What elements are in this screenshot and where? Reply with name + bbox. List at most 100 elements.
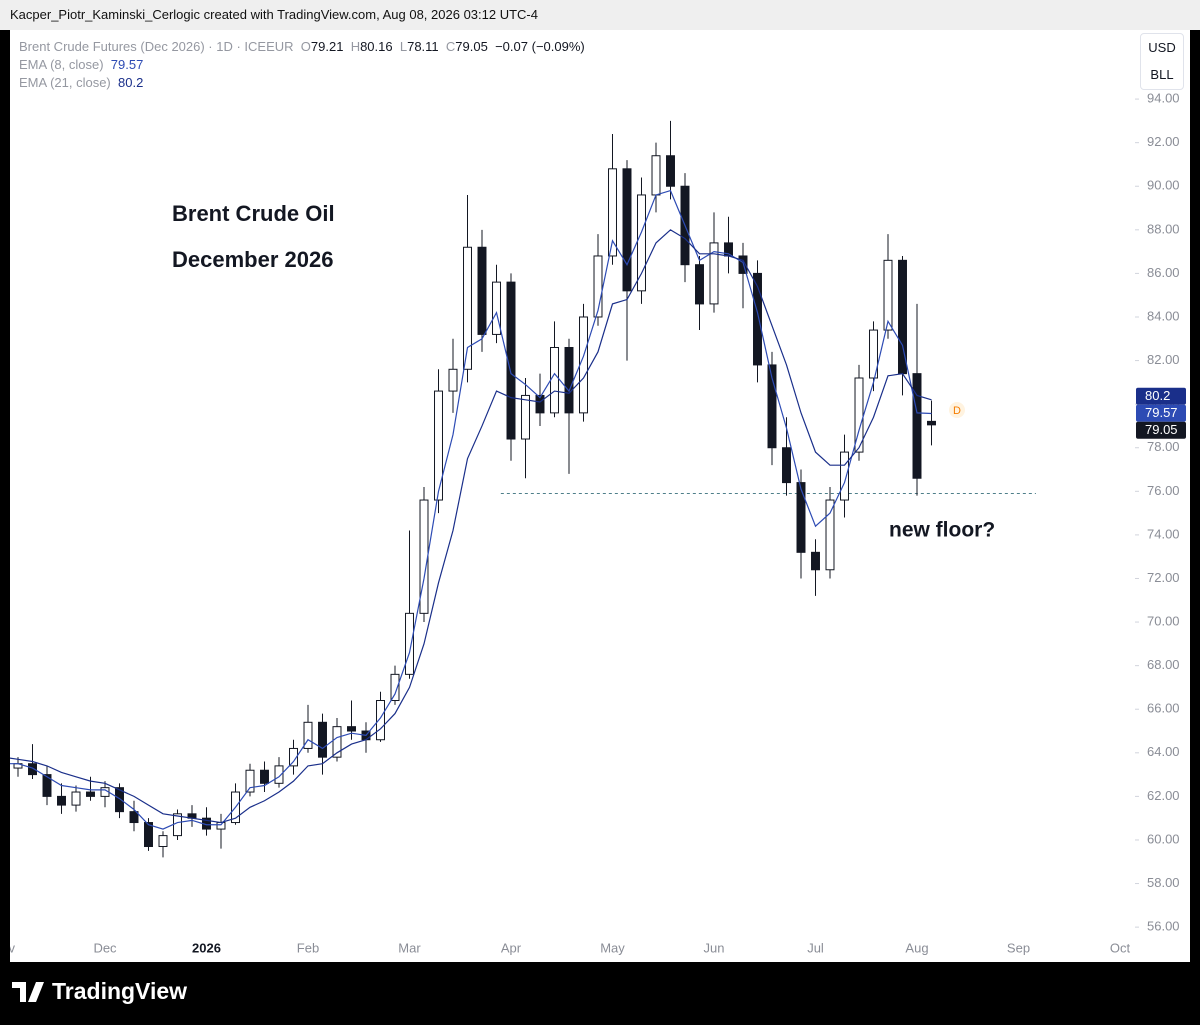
candle-body bbox=[709, 242, 719, 305]
price-tag bbox=[1136, 421, 1186, 439]
x-axis: Nov Dec 2026 Feb Mar Apr May Jun Jul Aug Sep Oct bbox=[0, 940, 1131, 955]
y-tick-label: 60.00 bbox=[1147, 831, 1180, 846]
candle-body bbox=[637, 194, 646, 292]
y-tick-label: 92.00 bbox=[1147, 134, 1180, 149]
x-tick-label: 2026 bbox=[192, 940, 221, 955]
candle-body bbox=[825, 499, 835, 571]
candle-body bbox=[245, 769, 255, 793]
candle-body bbox=[448, 368, 458, 392]
candle-body bbox=[144, 822, 153, 848]
y-tick-label: 86.00 bbox=[1147, 265, 1180, 280]
symbol-title: Brent Crude Futures (Dec 2026) · 1D · IC… bbox=[19, 39, 294, 54]
candle-body bbox=[550, 346, 559, 414]
y-tick-label: 56.00 bbox=[1147, 919, 1180, 934]
candle-body bbox=[579, 316, 588, 414]
y-tick-label: 90.00 bbox=[1147, 178, 1180, 193]
y-tick-label: 58.00 bbox=[1147, 875, 1180, 890]
candle-body bbox=[129, 811, 139, 824]
x-tick-label: Mar bbox=[398, 940, 421, 955]
currency[interactable]: USD bbox=[1148, 40, 1176, 55]
x-tick-label: Apr bbox=[501, 940, 522, 955]
x-tick-label: Aug bbox=[905, 940, 928, 955]
candle-body bbox=[71, 791, 81, 806]
y-tick-label: 70.00 bbox=[1147, 613, 1180, 628]
candle-body bbox=[738, 255, 748, 274]
ohlc-letter: C bbox=[445, 39, 456, 54]
candle-body bbox=[405, 612, 414, 675]
candle-body bbox=[173, 813, 182, 837]
candle-body bbox=[796, 482, 806, 553]
candle-body bbox=[912, 373, 922, 479]
x-tick-label: Feb bbox=[297, 940, 319, 955]
marker: D bbox=[953, 405, 961, 417]
candle-body bbox=[57, 795, 66, 806]
plot-background bbox=[10, 30, 1190, 962]
price-tag-label: 80.2 bbox=[1145, 388, 1170, 403]
price-tag bbox=[1136, 387, 1186, 405]
candle-body bbox=[883, 259, 893, 331]
ohlc-letter: O bbox=[300, 39, 311, 54]
legend-ohlc: Brent Crude Futures (Dec 2026) · 1D · IC… bbox=[19, 39, 585, 54]
x-tick-label: Oct bbox=[1110, 940, 1131, 955]
candle-body bbox=[651, 155, 661, 196]
change: −0.07 bbox=[495, 39, 528, 54]
candle-body bbox=[564, 346, 574, 414]
unit-selector[interactable]: USD BLL bbox=[1140, 33, 1184, 90]
annotation: December 2026 bbox=[172, 247, 333, 272]
candle-body bbox=[216, 822, 226, 830]
y-tick-label: 94.00 bbox=[1147, 91, 1180, 106]
candle-body bbox=[347, 726, 356, 732]
y-tick-label: 88.00 bbox=[1147, 221, 1180, 236]
legend-name: EMA (21, close) bbox=[19, 75, 111, 90]
legend-ema: EMA (8, close) 79.57 bbox=[19, 57, 143, 72]
candle-body bbox=[332, 726, 342, 758]
ohlc-value: 80.16 bbox=[360, 39, 393, 54]
candle-body bbox=[434, 390, 443, 501]
marker-badge bbox=[949, 402, 965, 418]
y-tick-label: 62.00 bbox=[1147, 788, 1180, 803]
x-tick-label: Jun bbox=[704, 940, 725, 955]
footer-text: TradingView bbox=[52, 978, 188, 1004]
candle-body bbox=[666, 155, 675, 187]
x-tick-label: Nov bbox=[0, 940, 16, 955]
ema-line bbox=[10, 229, 932, 824]
y-tick-label: 74.00 bbox=[1147, 526, 1180, 541]
candle-body bbox=[158, 835, 168, 848]
ohlc-value: 79.05 bbox=[455, 39, 488, 54]
candle-body bbox=[318, 721, 327, 758]
candle-body bbox=[289, 747, 298, 767]
legend-name: EMA (8, close) bbox=[19, 57, 104, 72]
x-tick-label: Dec bbox=[93, 940, 117, 955]
annotation: Brent Crude Oil bbox=[172, 201, 335, 226]
unit[interactable]: BLL bbox=[1150, 67, 1174, 82]
candle-body bbox=[521, 394, 530, 440]
legend-value: 79.57 bbox=[110, 57, 144, 72]
price-tag-label: 79.05 bbox=[1145, 422, 1178, 437]
y-tick-label: 84.00 bbox=[1147, 308, 1180, 323]
ohlc-letter: H bbox=[350, 39, 361, 54]
legend-ema: EMA (21, close) 80.2 bbox=[19, 75, 143, 90]
candle-body bbox=[0, 762, 7, 769]
candle-body bbox=[260, 769, 269, 784]
candle-body bbox=[593, 255, 603, 318]
footer: TradingView bbox=[12, 978, 187, 1005]
price-tag-label: 79.57 bbox=[1145, 405, 1178, 420]
x-tick-label: May bbox=[600, 940, 625, 955]
candle-body bbox=[753, 272, 762, 366]
candle-body bbox=[274, 765, 284, 784]
candle-body bbox=[477, 246, 487, 335]
ohlc-value: 79.21 bbox=[310, 39, 344, 54]
x-tick-label: Sep bbox=[1007, 940, 1030, 955]
candle-body bbox=[811, 551, 820, 571]
candle-body bbox=[115, 787, 124, 813]
y-tick-label: 82.00 bbox=[1147, 352, 1180, 367]
candle-body bbox=[622, 168, 632, 292]
ohlc-letter: L bbox=[399, 39, 408, 54]
y-tick-label: 64.00 bbox=[1147, 744, 1180, 759]
y-tick-label: 72.00 bbox=[1147, 570, 1180, 585]
candle-body bbox=[303, 721, 313, 749]
logo bbox=[12, 981, 44, 1002]
price-tag bbox=[1136, 404, 1186, 422]
